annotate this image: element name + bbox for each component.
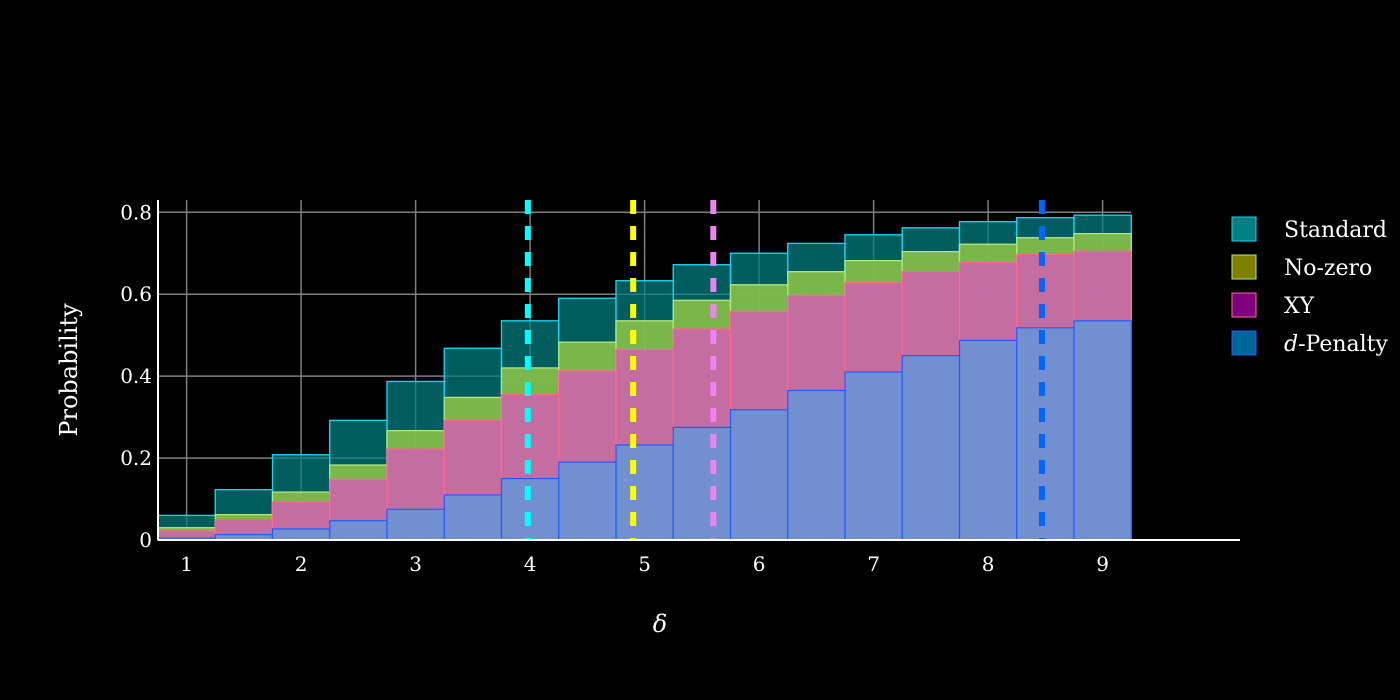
x-tick-label: 6	[753, 552, 766, 576]
legend-swatch	[1231, 292, 1257, 318]
bar-overlay-d-penalty	[729, 409, 789, 541]
bar-overlay-d-penalty	[787, 389, 846, 541]
reference-lines	[524, 200, 1045, 540]
y-axis-title: Probability	[55, 303, 83, 437]
y-tick-label: 0.4	[120, 364, 152, 388]
x-axis-title: δ	[653, 610, 667, 638]
y-tick-label: 0.2	[120, 446, 152, 470]
y-tick-label: 0.6	[120, 282, 152, 306]
legend-swatch	[1231, 254, 1257, 280]
bar-overlay-d-penalty	[329, 520, 388, 541]
x-tick-label: 9	[1096, 552, 1109, 576]
bar-overlay-d-penalty	[558, 461, 617, 541]
axes	[157, 200, 1240, 541]
bar-overlay-d-penalty	[901, 355, 961, 541]
bar-overlay-d-penalty	[615, 444, 674, 541]
bar-overlay-d-penalty	[271, 528, 331, 541]
x-tick-label: 4	[524, 552, 537, 576]
legend-label: d-Penalty	[1284, 332, 1389, 357]
legend-swatch	[1231, 330, 1257, 356]
bar-overlay-d-penalty	[672, 426, 732, 541]
legend-label: No-zero	[1284, 256, 1372, 281]
y-tick-label: 0	[139, 528, 152, 552]
x-tick-label: 7	[867, 552, 880, 576]
legend-label: Standard	[1284, 218, 1387, 243]
bar-overlay-d-penalty	[1016, 327, 1075, 541]
bar-overlay-d-penalty	[1073, 320, 1132, 541]
bar-overlay-d-penalty	[958, 339, 1018, 541]
bar-overlays	[157, 214, 1132, 541]
y-tick-label: 0.8	[120, 200, 152, 224]
tick-labels: 1 2 3 4 5 6 7 8 9 0 0.2 0.4 0.6 0.8	[120, 200, 1109, 576]
bar-overlay-d-penalty	[386, 508, 445, 541]
legend: Standard No-zero XY d-Penalty	[1231, 216, 1389, 357]
x-tick-label: 8	[982, 552, 995, 576]
legend-swatch	[1231, 216, 1257, 242]
x-tick-label: 5	[638, 552, 651, 576]
x-tick-label: 3	[409, 552, 422, 576]
legend-label: XY	[1284, 294, 1315, 319]
bar-overlay-d-penalty	[443, 494, 503, 541]
bar-overlay-d-penalty	[844, 371, 903, 541]
x-tick-label: 2	[295, 552, 308, 576]
x-tick-label: 1	[180, 552, 193, 576]
